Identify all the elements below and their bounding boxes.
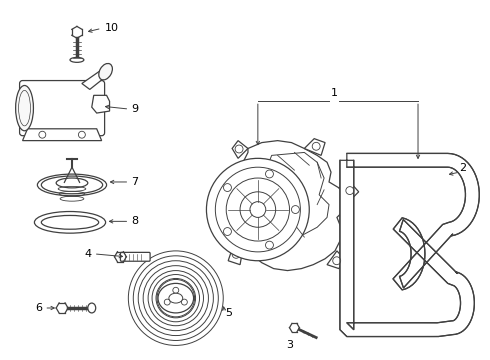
Circle shape (223, 184, 231, 192)
Circle shape (164, 299, 170, 305)
Circle shape (206, 158, 309, 261)
Polygon shape (258, 152, 329, 237)
Polygon shape (82, 70, 110, 89)
Polygon shape (92, 95, 110, 113)
Polygon shape (23, 129, 101, 141)
Ellipse shape (16, 85, 33, 131)
Ellipse shape (41, 215, 98, 229)
Circle shape (235, 145, 243, 153)
Text: 5: 5 (225, 308, 232, 318)
Ellipse shape (34, 212, 106, 233)
Ellipse shape (158, 283, 194, 313)
FancyBboxPatch shape (20, 81, 104, 136)
Circle shape (226, 178, 290, 241)
Circle shape (78, 131, 85, 138)
Polygon shape (339, 183, 359, 200)
Circle shape (346, 186, 354, 194)
Polygon shape (232, 141, 248, 158)
Circle shape (240, 192, 276, 227)
Circle shape (173, 287, 179, 293)
Text: 3: 3 (286, 341, 293, 350)
Circle shape (157, 279, 195, 317)
Ellipse shape (41, 176, 102, 194)
Circle shape (215, 167, 300, 252)
Ellipse shape (99, 63, 112, 80)
Ellipse shape (169, 293, 183, 303)
Circle shape (181, 299, 187, 305)
Circle shape (232, 251, 240, 258)
Polygon shape (240, 141, 347, 271)
Circle shape (266, 241, 273, 249)
Circle shape (223, 228, 231, 235)
FancyBboxPatch shape (121, 252, 150, 261)
Circle shape (266, 170, 273, 178)
Ellipse shape (70, 58, 84, 62)
Polygon shape (327, 251, 344, 269)
Ellipse shape (37, 174, 107, 196)
Text: 1: 1 (330, 88, 338, 98)
Polygon shape (228, 243, 244, 265)
Text: 2: 2 (460, 163, 466, 173)
Circle shape (39, 131, 46, 138)
Ellipse shape (56, 178, 88, 188)
Circle shape (312, 142, 320, 150)
Text: 10: 10 (104, 23, 119, 33)
Circle shape (250, 202, 266, 217)
Text: 6: 6 (35, 303, 42, 313)
Text: 7: 7 (131, 177, 139, 187)
Circle shape (333, 257, 341, 265)
Ellipse shape (88, 303, 96, 313)
Polygon shape (340, 153, 479, 337)
Polygon shape (304, 139, 325, 156)
Circle shape (292, 206, 299, 213)
Text: 8: 8 (131, 216, 139, 226)
Text: 4: 4 (85, 249, 92, 259)
Text: 9: 9 (131, 104, 139, 114)
